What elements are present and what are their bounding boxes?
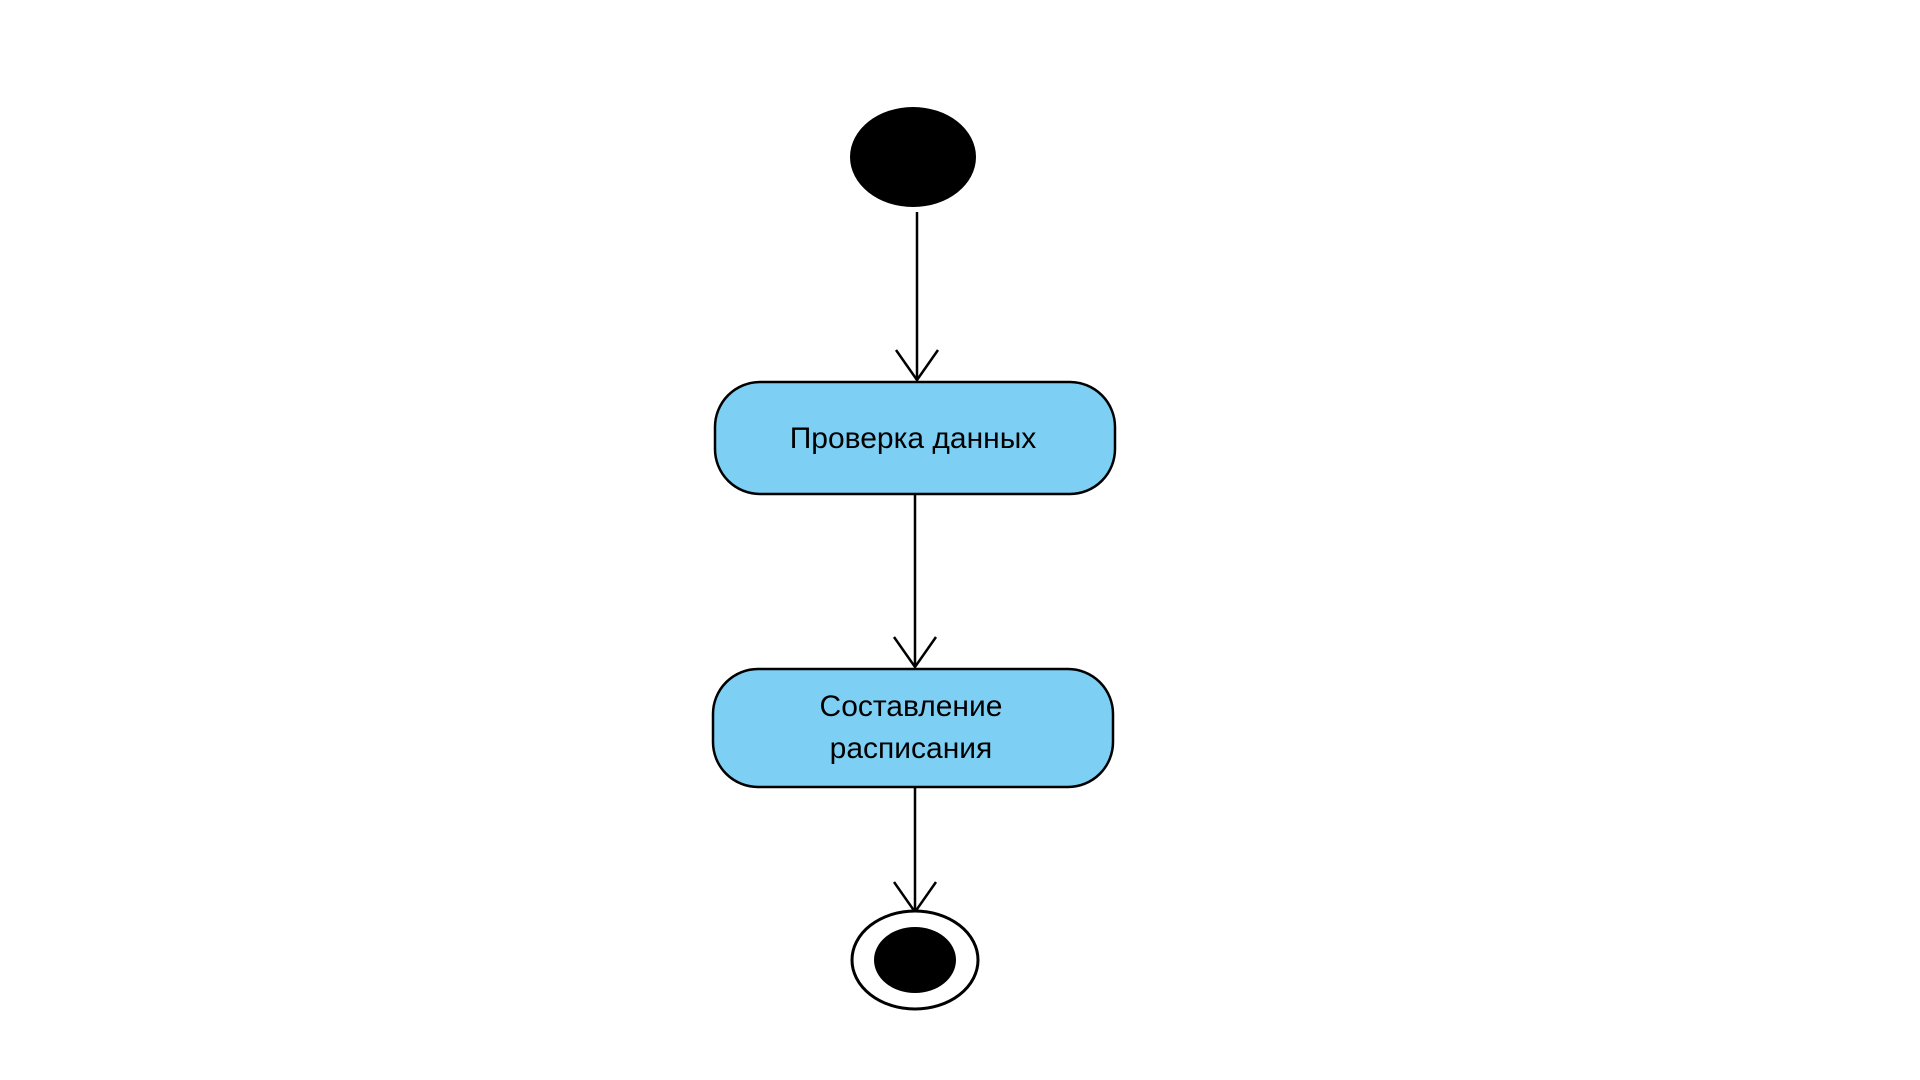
action-label-schedule-line-1: Составление (820, 690, 1003, 723)
action-check-data: Проверка данных (713, 380, 1117, 496)
control-flow-check-to-schedule (892, 494, 938, 670)
action-box (711, 667, 1115, 789)
action-make-schedule: Составление расписания (711, 667, 1115, 789)
action-label-check: Проверка данных (790, 422, 1037, 455)
action-label-schedule-line-2: расписания (830, 732, 993, 765)
final-node (850, 909, 980, 1011)
flow-arrowhead (894, 349, 940, 383)
initial-node (850, 107, 976, 207)
final-node-core (874, 927, 956, 993)
action-box (713, 380, 1117, 496)
flow-arrowhead (892, 636, 938, 670)
control-flow-start-to-check (894, 212, 940, 383)
